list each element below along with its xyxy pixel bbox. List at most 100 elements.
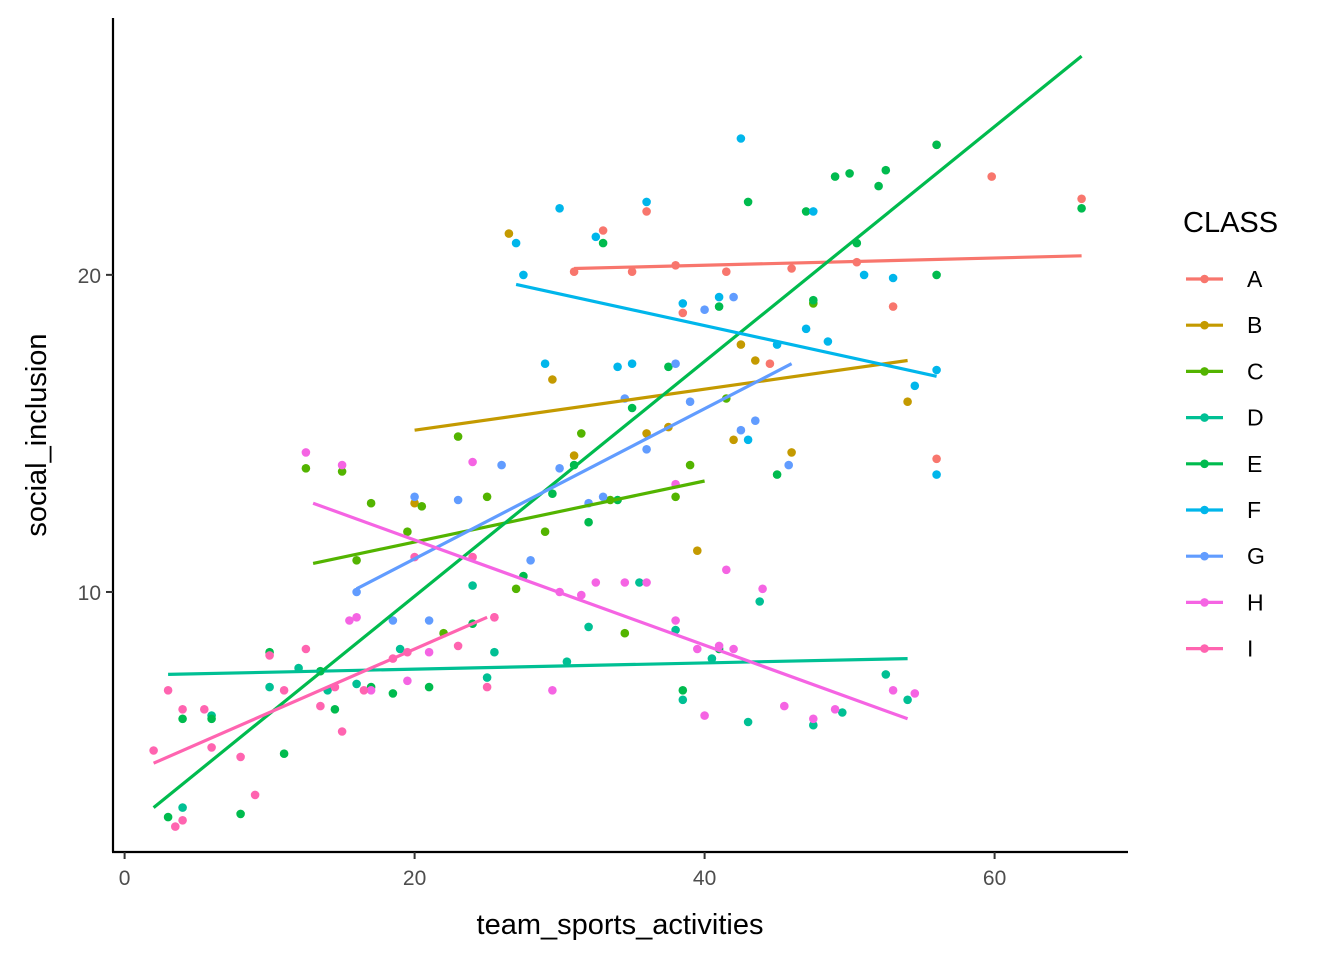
point-B-10 — [642, 429, 651, 438]
series-A — [569, 140, 1086, 464]
legend-label-F: F — [1247, 497, 1261, 523]
legend-key-point-I — [1200, 644, 1209, 653]
point-D-16 — [743, 717, 753, 727]
point-I-2 — [171, 822, 180, 831]
point-H-3 — [366, 686, 376, 695]
point-H-25 — [722, 565, 731, 575]
point-C-15 — [685, 460, 695, 470]
point-G-13 — [685, 397, 695, 407]
x-axis-title: team_sports_activities — [477, 909, 764, 941]
point-D-2 — [265, 682, 274, 692]
point-A-8 — [1077, 194, 1086, 204]
point-B-1 — [548, 375, 557, 384]
point-H-6 — [468, 457, 477, 467]
point-G-5 — [497, 460, 506, 470]
point-H-19 — [758, 584, 767, 594]
point-H-16 — [700, 711, 709, 720]
point-D-7 — [468, 581, 477, 590]
point-F-15 — [823, 337, 833, 346]
point-H-8 — [548, 686, 557, 695]
legend-title: CLASS — [1183, 207, 1278, 239]
point-A-13 — [642, 207, 651, 216]
x-tick-label-0: 0 — [119, 867, 131, 890]
point-E-25 — [830, 172, 840, 181]
point-E-15 — [584, 517, 593, 527]
point-I-1 — [163, 686, 173, 695]
point-I-8 — [265, 651, 274, 660]
point-D-18 — [809, 720, 818, 730]
point-D-17 — [755, 597, 764, 606]
point-E-24 — [801, 207, 811, 216]
y-tick-label-20: 20 — [78, 265, 101, 288]
series-C — [301, 299, 818, 638]
point-E-0 — [163, 812, 173, 822]
series-B — [410, 229, 912, 555]
point-E-7 — [330, 705, 340, 714]
legend-item-E: E — [1186, 451, 1262, 477]
point-H-4 — [403, 676, 412, 686]
point-B-5 — [729, 435, 738, 445]
point-I-5 — [207, 743, 216, 752]
point-F-18 — [910, 381, 920, 391]
fit-line-E — [152, 54, 1083, 809]
y-axis-title: social_inclusion — [21, 333, 53, 536]
x-tick-label-40: 40 — [693, 867, 716, 890]
legend-item-F: F — [1186, 497, 1261, 523]
point-G-2 — [410, 492, 419, 502]
series-G — [352, 292, 793, 625]
legend-key-point-F — [1200, 505, 1209, 515]
point-F-6 — [627, 359, 637, 369]
point-A-4 — [787, 264, 796, 273]
point-H-27 — [352, 613, 361, 622]
x-ticks: 0 20 40 60 — [119, 852, 1006, 890]
y-ticks: 10 20 — [78, 265, 113, 605]
point-F-19 — [932, 470, 941, 479]
legend-item-I: I — [1186, 636, 1253, 662]
legend-key-point-D — [1200, 413, 1209, 422]
point-G-12 — [671, 359, 680, 369]
point-B-8 — [903, 397, 912, 407]
point-H-20 — [780, 701, 789, 711]
point-H-18 — [729, 644, 738, 654]
legend-key-point-A — [1200, 274, 1209, 284]
x-tick-label-60: 60 — [983, 867, 1006, 890]
point-D-8 — [490, 647, 499, 657]
point-H-12 — [620, 578, 630, 587]
point-B-6 — [751, 356, 760, 365]
point-G-11 — [642, 445, 651, 454]
legend-key-point-E — [1200, 459, 1209, 469]
point-F-4 — [591, 232, 601, 242]
point-I-9 — [279, 686, 289, 695]
point-C-0 — [301, 464, 311, 473]
point-E-23 — [772, 470, 782, 479]
point-C-5 — [417, 502, 427, 511]
point-G-14 — [700, 305, 709, 315]
point-E-20 — [678, 686, 688, 695]
point-G-17 — [751, 416, 760, 426]
y-tick-label-10: 10 — [78, 582, 101, 605]
point-F-11 — [743, 435, 753, 445]
point-E-19 — [664, 362, 673, 372]
point-C-13 — [620, 628, 630, 638]
point-F-17 — [888, 273, 898, 283]
point-G-15 — [729, 292, 738, 302]
point-H-2 — [345, 616, 354, 625]
point-H-5 — [424, 647, 434, 657]
point-E-22 — [743, 197, 753, 207]
point-I-6 — [236, 752, 245, 762]
point-B-7 — [787, 448, 796, 457]
legend-label-B: B — [1247, 312, 1262, 338]
fit-line-H — [312, 501, 909, 721]
legend-key-point-G — [1200, 551, 1209, 561]
point-C-4 — [403, 527, 412, 536]
point-D-21 — [903, 695, 912, 705]
point-F-13 — [801, 324, 811, 334]
point-E-16 — [598, 238, 608, 248]
point-H-13 — [642, 578, 651, 587]
point-F-3 — [555, 204, 564, 213]
point-C-10 — [540, 527, 550, 536]
legend-item-A: A — [1186, 266, 1263, 292]
legend-label-A: A — [1247, 266, 1263, 292]
